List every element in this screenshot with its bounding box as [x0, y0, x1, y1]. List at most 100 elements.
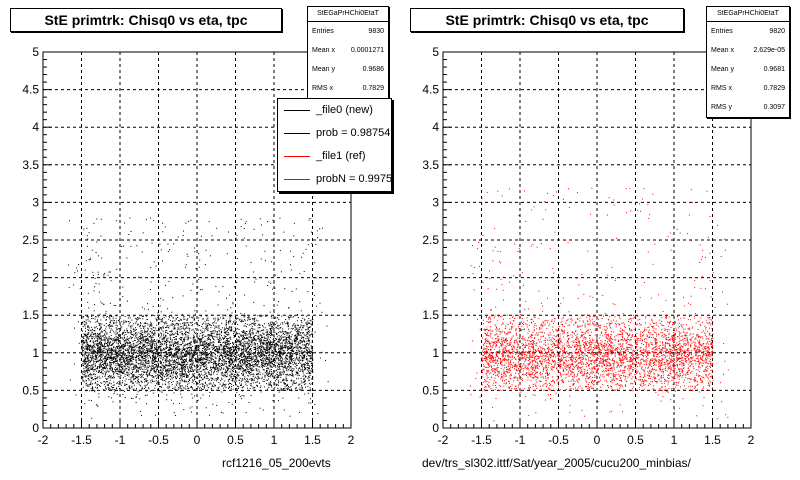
data-point	[290, 342, 292, 344]
data-point	[203, 331, 205, 333]
data-point	[248, 375, 250, 377]
data-point	[268, 387, 270, 389]
data-point	[111, 370, 113, 372]
data-point	[232, 345, 234, 347]
data-point	[241, 359, 243, 361]
data-point	[288, 369, 290, 371]
data-point	[201, 353, 203, 355]
data-point	[127, 317, 129, 319]
data-point	[98, 345, 99, 347]
data-point	[88, 362, 90, 364]
data-point	[218, 330, 220, 332]
data-point	[195, 344, 197, 346]
data-point	[308, 322, 310, 324]
data-point	[158, 363, 160, 365]
data-point	[152, 343, 153, 345]
data-point	[226, 347, 228, 349]
data-point	[230, 327, 232, 329]
data-point	[222, 373, 224, 375]
data-point	[202, 363, 204, 365]
data-point	[304, 364, 306, 366]
data-point	[283, 372, 285, 374]
data-point	[149, 365, 151, 367]
data-point	[125, 384, 126, 386]
data-point	[295, 326, 296, 328]
data-point	[211, 331, 213, 332]
data-point	[110, 377, 112, 379]
data-point	[260, 385, 262, 387]
data-point	[122, 393, 124, 395]
data-point	[137, 316, 139, 318]
data-point	[263, 360, 265, 362]
data-point	[85, 375, 87, 377]
data-point	[142, 357, 144, 358]
data-point	[236, 328, 238, 330]
data-point	[208, 322, 210, 324]
data-point	[243, 346, 245, 348]
data-point	[103, 381, 105, 383]
data-point	[151, 346, 153, 347]
data-point	[115, 333, 117, 335]
data-point	[172, 403, 174, 405]
data-point	[212, 356, 214, 358]
data-point	[126, 328, 128, 330]
data-point	[199, 340, 201, 342]
data-point	[94, 318, 96, 320]
data-point	[263, 343, 265, 345]
data-point	[90, 368, 92, 370]
data-point	[82, 349, 84, 351]
data-point	[226, 344, 227, 346]
data-point	[171, 384, 173, 386]
data-point	[175, 356, 177, 357]
data-point	[116, 345, 117, 347]
data-point	[162, 317, 163, 319]
data-point	[87, 325, 88, 327]
data-point	[203, 341, 205, 343]
data-point	[138, 335, 140, 337]
data-point	[202, 378, 204, 380]
data-point	[128, 375, 130, 377]
data-point	[240, 312, 242, 314]
data-point	[226, 326, 227, 328]
data-point	[146, 394, 148, 396]
data-point	[281, 336, 283, 338]
data-point	[278, 341, 280, 343]
data-point	[302, 327, 304, 329]
data-point	[281, 331, 283, 333]
data-point	[184, 353, 186, 355]
data-point	[172, 367, 174, 369]
data-point	[291, 355, 293, 357]
data-point	[130, 332, 132, 334]
data-point	[194, 376, 196, 378]
data-point	[177, 369, 179, 371]
data-point	[236, 338, 237, 340]
data-point	[163, 367, 165, 369]
data-point	[205, 344, 207, 346]
data-point	[142, 337, 144, 339]
data-point	[88, 379, 90, 381]
data-point	[95, 356, 96, 358]
data-point	[282, 352, 284, 354]
data-point	[105, 362, 107, 364]
data-point	[263, 386, 265, 388]
data-point	[272, 400, 274, 402]
data-point	[259, 324, 260, 326]
data-point	[219, 337, 221, 339]
data-point	[260, 338, 261, 340]
data-point	[277, 357, 279, 359]
data-point	[254, 358, 256, 360]
data-point	[213, 366, 214, 368]
data-point	[252, 379, 254, 381]
data-point	[229, 316, 231, 317]
data-point	[238, 350, 240, 352]
data-point	[97, 274, 99, 275]
data-point	[311, 348, 313, 350]
data-point	[280, 356, 282, 358]
data-point	[90, 360, 92, 362]
data-point	[127, 368, 129, 370]
data-point	[292, 364, 294, 366]
data-point	[113, 393, 115, 394]
data-point	[261, 335, 263, 337]
data-point	[255, 363, 257, 365]
data-point	[103, 350, 105, 352]
